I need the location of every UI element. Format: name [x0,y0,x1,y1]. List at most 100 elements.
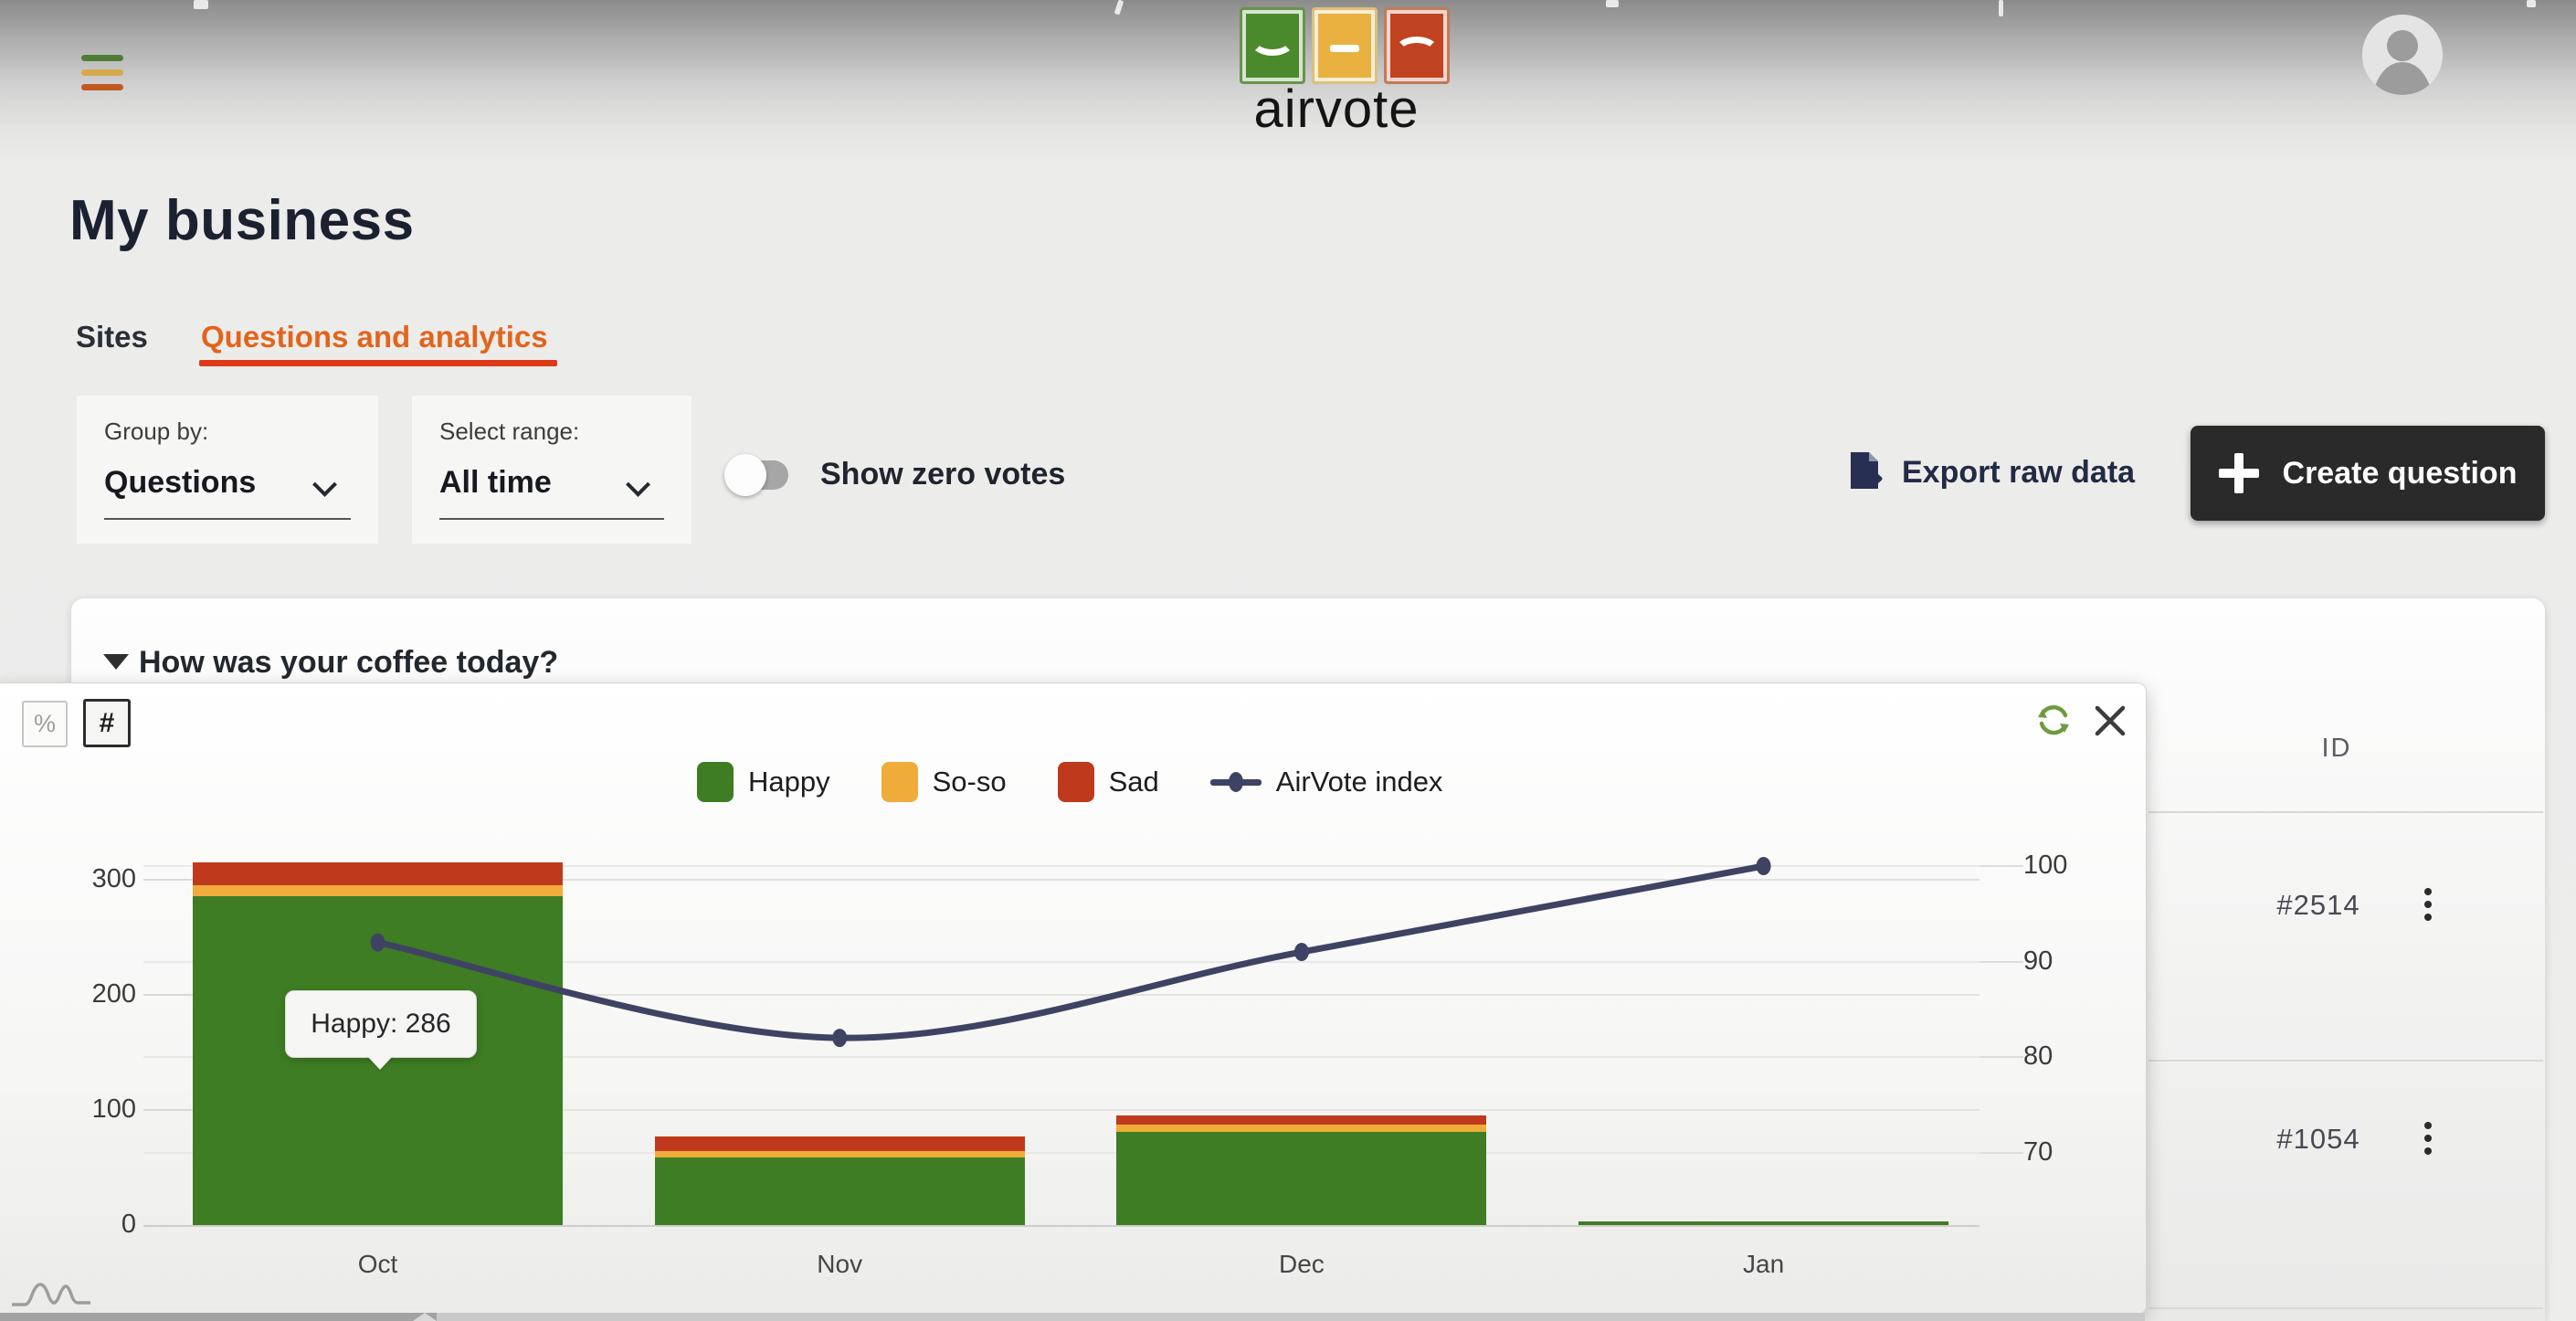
airvote-index-line [370,857,1771,1048]
legend-swatch [697,762,734,802]
x-axis-label: Dec [1278,1250,1325,1278]
menu-bar-orange [81,84,123,90]
chevron-down-icon[interactable] [626,472,650,497]
tooltip-arrow [366,1055,394,1070]
airvote-logo [1240,7,1450,84]
refresh-icon[interactable] [2034,702,2073,740]
percent-mode-button[interactable]: % [22,701,68,747]
scrollbar-notch [413,1313,437,1321]
legend-item-happy[interactable]: Happy [697,762,830,802]
show-zero-votes-toggle[interactable] [724,454,788,496]
active-tab-underline [199,360,557,366]
row-menu-icon[interactable] [2419,1117,2437,1159]
user-avatar[interactable] [2362,15,2443,95]
create-question-button[interactable]: Create question [2191,426,2545,521]
page-title: My business [69,189,415,252]
plus-icon [2218,453,2259,493]
collapse-triangle-icon[interactable] [103,654,129,670]
top-overlay-fragment [1606,0,1619,7]
row-divider [2148,1060,2543,1062]
gridline [143,879,1980,881]
left-axis-tick-label: 0 [121,1210,136,1239]
group-by-select[interactable]: Questions [104,465,257,500]
export-document-icon [1851,452,1883,489]
x-axis-label: Oct [357,1250,398,1278]
bar-segment-happy [1578,1221,1949,1225]
bar-segment-so-so [193,885,563,896]
top-overlay-fragment [1999,0,2003,16]
legend-label: Happy [748,766,830,798]
row-menu-icon[interactable] [2419,883,2437,925]
index-dot [1756,857,1771,875]
right-axis-tick-label: 80 [2023,1041,2053,1071]
neutral-face-icon [1312,7,1378,84]
tab-questions-analytics[interactable]: Questions and analytics [201,320,548,354]
x-axis-line [143,1225,1980,1227]
export-raw-data-button[interactable]: Export raw data [1847,451,2135,493]
count-mode-button[interactable]: # [83,699,131,747]
right-axis-tick [1980,960,2023,963]
bar-segment-happy [654,1157,1025,1225]
logo-wordmark: airvote [1253,79,1420,139]
top-overlay-fragment [1114,0,1124,16]
top-overlay-fragment [194,0,208,9]
left-axis-tick [143,1109,191,1111]
horizontal-scrollbar-thumb[interactable] [0,1313,437,1321]
legend-swatch [881,762,918,802]
gridline [143,1151,1980,1154]
right-axis-tick-label: 90 [2023,946,2053,976]
horizontal-scrollbar-track[interactable] [0,1313,2145,1321]
id-column-header: ID [2321,734,2352,763]
legend-label: Sad [1108,766,1159,798]
toggle-knob [724,454,766,496]
legend-swatch [1057,762,1094,802]
line-marker-icon [1209,771,1262,793]
legend-label: So-so [932,766,1007,798]
bar-segment-sad [1116,1115,1487,1125]
bar-segment-so-so [654,1151,1025,1157]
menu-icon[interactable] [81,55,123,93]
sad-face-icon [1384,7,1450,84]
bar-segment-sad [654,1136,1025,1152]
right-axis-tick [1980,1056,2023,1058]
x-axis-label: Jan [1743,1250,1785,1278]
close-icon[interactable] [2093,703,2127,738]
index-dot [832,1029,848,1048]
x-axis-label: Nov [817,1250,863,1278]
export-raw-data-label: Export raw data [1902,454,2136,490]
menu-bar-green [81,55,123,61]
chart-legend: Happy So-so Sad AirVote index [697,762,1442,802]
right-axis-tick [1980,865,2023,867]
gridline [143,960,1980,963]
create-question-label: Create question [2282,455,2518,491]
right-axis-tick [1980,1151,2023,1154]
left-axis-tick-label: 200 [91,979,136,1009]
right-axis-tick-label: 100 [2023,851,2068,880]
index-dot [1293,943,1309,962]
legend-item-sad[interactable]: Sad [1057,762,1159,802]
tab-sites[interactable]: Sites [76,320,148,354]
legend-item-airvote-index[interactable]: AirVote index [1209,766,1443,798]
legend-item-so-so[interactable]: So-so [881,762,1007,802]
chart-tooltip: Happy: 286 [285,990,477,1058]
left-axis-tick-label: 300 [91,864,136,893]
top-overlay-fragment [2527,0,2536,7]
group-by-card: Group by: Questions [76,395,379,544]
select-underline [104,518,351,520]
left-axis-tick [143,879,191,881]
select-range-card: Select range: All time [411,395,692,544]
gridline [143,865,1980,867]
select-range-select[interactable]: All time [439,465,552,500]
person-icon [2362,15,2443,95]
question-title: How was your coffee today? [139,645,559,680]
select-range-label: Select range: [439,417,580,445]
chevron-down-icon[interactable] [312,472,337,497]
right-axis-tick-label: 70 [2023,1136,2053,1167]
bar-segment-happy [1116,1131,1487,1225]
happy-face-icon [1240,7,1305,84]
index-dot [370,933,385,952]
bar-segment-so-so [1116,1125,1487,1132]
select-underline [439,518,664,520]
row-divider [2148,811,2543,813]
legend-label: AirVote index [1275,766,1443,798]
